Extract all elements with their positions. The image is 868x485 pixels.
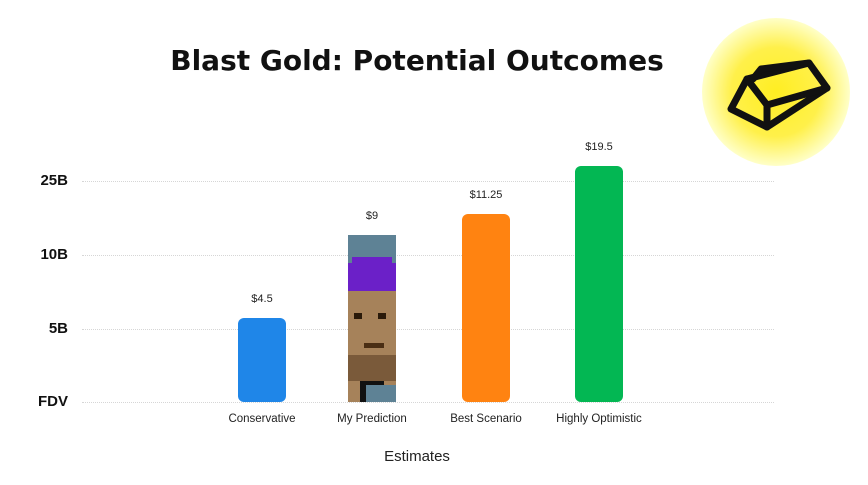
- y-tick-label: 10B: [40, 246, 68, 263]
- y-tick-label: FDV: [38, 393, 68, 410]
- x-tick-label: Conservative: [228, 413, 296, 425]
- x-tick-label: Highly Optimistic: [556, 413, 642, 425]
- bar-conservative: [238, 318, 286, 402]
- data-label: $11.25: [469, 189, 503, 201]
- y-tick-label: 25B: [40, 172, 68, 189]
- x-tick-label: Best Scenario: [450, 413, 522, 425]
- bar-best-scenario: [462, 214, 510, 402]
- bar-highly-optimistic: [575, 166, 623, 402]
- data-label: $9: [365, 210, 379, 222]
- chart-title: Blast Gold: Potential Outcomes: [170, 44, 664, 77]
- x-axis-label: Estimates: [384, 448, 450, 465]
- gridline: [82, 329, 774, 330]
- data-label: $4.5: [251, 293, 273, 305]
- data-label: $19.5: [585, 141, 613, 153]
- gridline: [82, 402, 774, 403]
- gridline: [82, 255, 774, 256]
- y-tick-label: 5B: [48, 320, 68, 337]
- bar-my-prediction: [348, 235, 396, 402]
- gold-bar-icon: [702, 18, 850, 166]
- x-tick-label: My Prediction: [337, 413, 407, 425]
- gridline: [82, 181, 774, 182]
